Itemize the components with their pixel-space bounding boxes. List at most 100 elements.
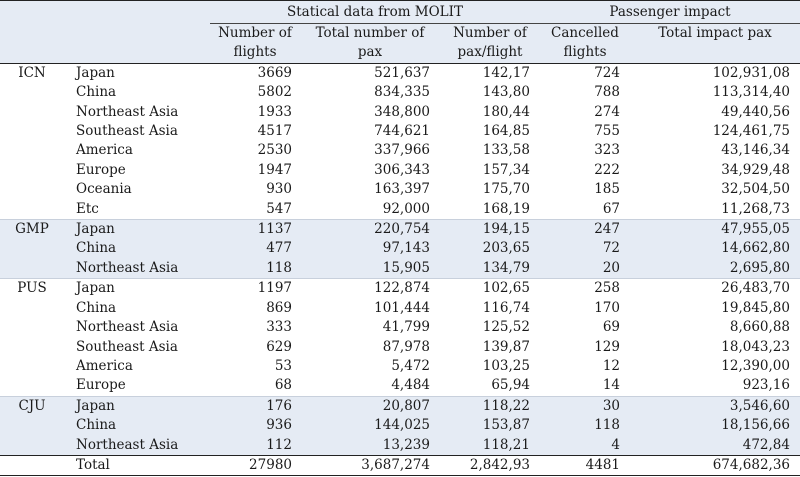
- cell-total-pax: 101,444: [374, 299, 430, 316]
- cell-total-pax: 5,472: [391, 357, 430, 374]
- cell-region: Northeast Asia: [76, 436, 179, 453]
- table-row: Northeast Asia 112 13,239 118,21 4 472,84: [0, 435, 800, 456]
- airport-code: [0, 416, 70, 435]
- airport-code: [0, 239, 70, 258]
- col-header-flights-2: flights: [210, 43, 300, 64]
- cell-impact-pax: 2,695,80: [729, 259, 790, 276]
- table-row: Northeast Asia 1933 348,800 180,44 274 49,440…: [0, 103, 800, 122]
- cell-flights: 1947: [257, 161, 292, 178]
- cell-flights: 118: [266, 259, 292, 276]
- airport-code: [0, 180, 70, 199]
- table-row: ICN Japan 3669 521,637 142,17 724 102,931,08: [0, 63, 800, 83]
- col-header-cancelled: Cancelled: [551, 25, 619, 41]
- cell-pax-per-flight: 118,21: [482, 436, 530, 453]
- airport-code: [0, 376, 70, 396]
- cell-cancelled-flights: 274: [594, 103, 620, 120]
- cell-pax-per-flight: 142,17: [482, 64, 530, 81]
- cell-pax-per-flight: 180,44: [482, 103, 530, 120]
- cell-flights: 5802: [257, 84, 292, 101]
- cell-cancelled-flights: 170: [594, 299, 620, 316]
- cell-pax-per-flight: 153,87: [482, 417, 530, 434]
- cell-total-pax: 744,621: [374, 123, 430, 140]
- table-row: Southeast Asia 629 87,978 139,87 129 18,043,2…: [0, 338, 800, 357]
- cell-cancelled-flights: 14: [602, 377, 620, 394]
- airport-code: [0, 357, 70, 376]
- cell-flights: 936: [266, 417, 292, 434]
- airport-code: GMP: [0, 219, 70, 240]
- cell-impact-pax: 26,483,70: [630, 278, 800, 299]
- total-label: Total: [70, 454, 210, 477]
- table-row: Northeast Asia 333 41,799 125,52 69 8,660,88: [0, 318, 800, 337]
- table-row: America 53 5,472 103,25 12 12,390,00: [0, 357, 800, 376]
- cell-flights: 4517: [257, 123, 292, 140]
- cell-region: Europe: [76, 377, 126, 394]
- header-row-labels-2: flights pax pax/flight flights: [0, 43, 800, 64]
- cell-cancelled-flights: 222: [594, 161, 620, 178]
- cell-region: Southeast Asia: [76, 338, 178, 355]
- airport-code: [0, 161, 70, 180]
- cell-impact-pax: 18,043,23: [721, 338, 790, 355]
- cell-region: America: [76, 142, 133, 159]
- cell-total-pax: 337,966: [374, 142, 430, 159]
- cell-total-pax: 220,754: [300, 219, 440, 240]
- cell-impact-pax: 102,931,08: [712, 64, 790, 81]
- cell-cancelled-flights: 69: [602, 319, 620, 336]
- cell-cancelled-flights: 20: [602, 259, 620, 276]
- cell-total-pax: 92,000: [382, 200, 430, 217]
- cell-impact-pax: 18,156,66: [721, 417, 790, 434]
- cell-cancelled-flights: 185: [594, 181, 620, 198]
- airport-code: [0, 338, 70, 357]
- airport-code: [0, 299, 70, 318]
- cell-pax-per-flight: 175,70: [482, 181, 530, 198]
- cell-region: China: [76, 84, 117, 101]
- table-row: PUS Japan 1197 122,874 102,65 258 26,483,70: [0, 278, 800, 299]
- cell-region: China: [76, 240, 117, 257]
- cell-region: Northeast Asia: [76, 319, 179, 336]
- cell-total-pax: 163,397: [374, 181, 430, 198]
- cell-cancelled-flights: 323: [594, 142, 620, 159]
- airport-code: [0, 141, 70, 160]
- cell-flights: 869: [266, 299, 292, 316]
- total-flights: 27980: [210, 454, 300, 477]
- cell-region: China: [76, 299, 117, 316]
- cell-total-pax: 306,343: [374, 161, 430, 178]
- cell-flights: 176: [210, 395, 300, 417]
- cell-flights: 1137: [210, 219, 300, 240]
- cell-impact-pax: 923,16: [742, 377, 790, 394]
- table-row: China 869 101,444 116,74 170 19,845,80: [0, 299, 800, 318]
- table-row: Oceania 930 163,397 175,70 185 32,504,50: [0, 180, 800, 199]
- cell-pax-per-flight: 168,19: [482, 200, 530, 217]
- cell-impact-pax: 49,440,56: [721, 103, 790, 120]
- cell-region: Oceania: [76, 181, 132, 198]
- airport-code: [0, 200, 70, 220]
- col-header-cancelled-2: flights: [540, 43, 630, 64]
- cell-pax-per-flight: 65,94: [491, 377, 530, 394]
- cell-total-pax: 97,143: [382, 240, 430, 257]
- cell-pax-per-flight: 118,22: [440, 395, 540, 417]
- airport-code: CJU: [0, 395, 70, 417]
- cell-cancelled-flights: 30: [540, 395, 630, 417]
- cell-pax-per-flight: 157,34: [482, 161, 530, 178]
- cell-cancelled-flights: 129: [594, 338, 620, 355]
- cell-impact-pax: 47,955,05: [630, 219, 800, 240]
- table-row: China 5802 834,335 143,80 788 113,314,40: [0, 83, 800, 102]
- table-row: China 477 97,143 203,65 72 14,662,80: [0, 239, 800, 259]
- cell-total-pax: 87,978: [382, 338, 430, 355]
- airport-code: [0, 103, 70, 122]
- airport-code: ICN: [18, 64, 46, 81]
- cell-flights: 53: [274, 357, 292, 374]
- table-row: China 936 144,025 153,87 118 18,156,66: [0, 416, 800, 436]
- cell-impact-pax: 472,84: [742, 436, 790, 453]
- col-header-impact: Total impact pax: [658, 25, 772, 41]
- cell-region: Japan: [76, 64, 115, 81]
- airport-code: [0, 436, 70, 456]
- airport-code: [0, 318, 70, 337]
- cell-impact-pax: 12,390,00: [721, 357, 790, 374]
- cell-total-pax: 15,905: [382, 259, 430, 276]
- airport-code: PUS: [0, 278, 70, 299]
- total-impact: 674,682,36: [630, 454, 800, 477]
- cell-total-pax: 348,800: [374, 103, 430, 120]
- cell-pax-per-flight: 134,79: [482, 259, 530, 276]
- cell-flights: 112: [266, 436, 292, 453]
- cell-pax-per-flight: 139,87: [482, 338, 530, 355]
